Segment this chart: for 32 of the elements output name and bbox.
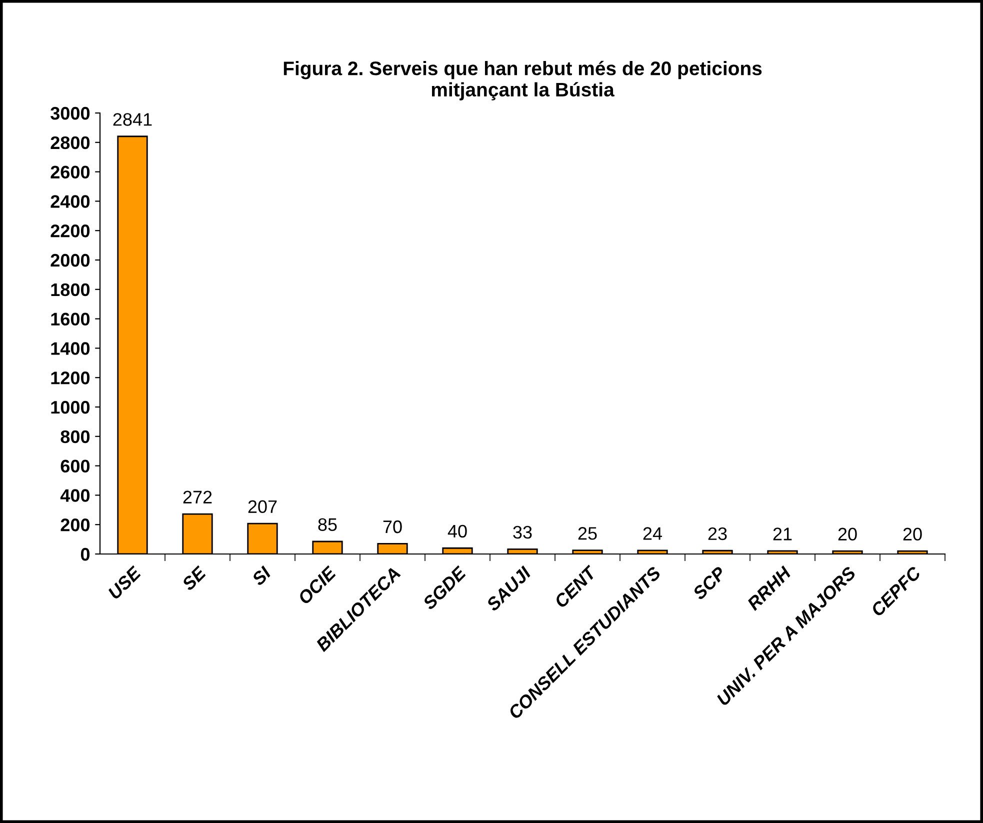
y-tick-label: 2400 [50,195,90,208]
data-label: 2841 [113,113,152,126]
data-label: 25 [578,527,597,540]
y-tick-label: 400 [60,489,90,502]
data-label: 70 [383,520,402,534]
y-tick-label: 200 [60,518,90,532]
data-label: 272 [183,490,212,504]
data-label: 85 [318,518,337,531]
y-tick-label: 3000 [50,106,90,120]
y-tick-label: 2000 [50,254,90,267]
data-label: 21 [773,528,792,540]
data-label: 23 [708,527,727,540]
y-tick-label: 1000 [51,400,90,414]
y-tick-label: 800 [60,430,90,444]
x-tick-label: SI [250,565,272,586]
data-label: 207 [248,500,277,514]
y-tick-label: 2200 [50,224,90,238]
y-tick-label: 2800 [50,136,90,150]
y-tick-label: 1800 [51,283,90,296]
y-tick-label: 600 [60,460,90,473]
y-tick-label: 2600 [50,166,90,179]
y-tick-label: 1400 [51,342,90,355]
data-label: 20 [838,528,857,541]
data-label: 20 [903,528,922,541]
data-label: 24 [643,527,662,540]
chart-title: Figura 2. Serveis que han rebut més de 20 peticions mitjançant la Bústia [284,60,762,100]
data-label: 33 [513,526,532,539]
y-tick-label: 1200 [51,372,90,384]
x-tick-label: SE [180,565,208,592]
data-label: 40 [448,524,467,538]
y-tick-label: 0 [80,548,90,561]
y-tick-label: 1600 [51,312,90,326]
